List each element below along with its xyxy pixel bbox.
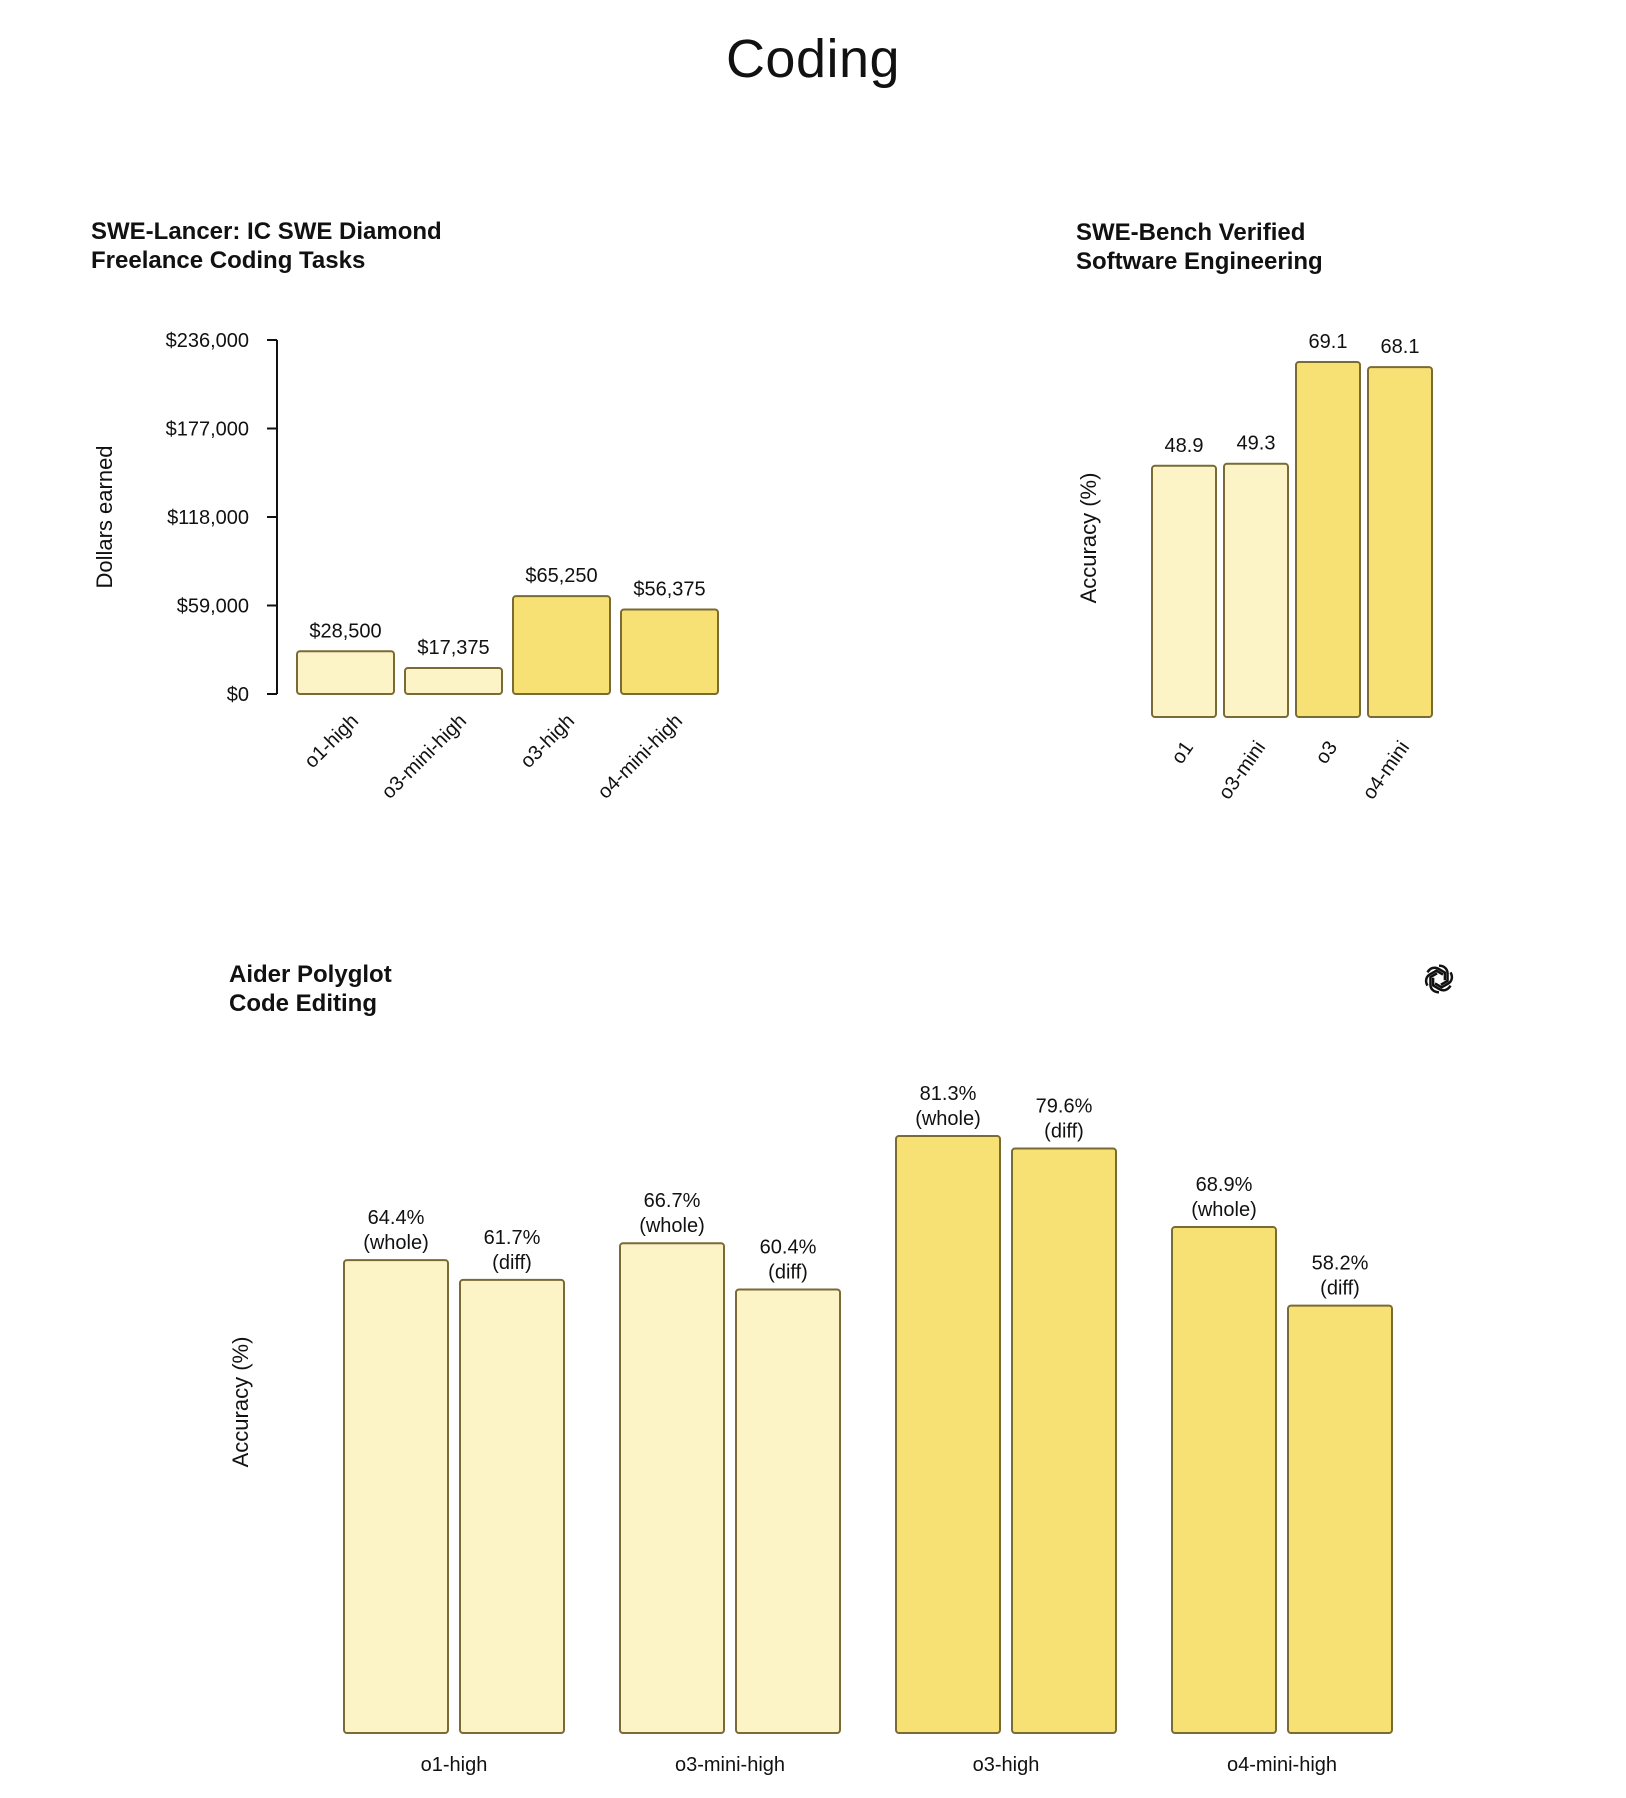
- swe-lancer-value-label: $65,250: [525, 565, 597, 587]
- swe-lancer-category-label: o4-mini-high: [594, 710, 687, 803]
- swe-lancer-value-label: $56,375: [633, 578, 705, 600]
- aider-category-label: o1-high: [421, 1754, 488, 1776]
- swe-lancer-y-tick-label: $118,000: [167, 507, 249, 529]
- page-title: Coding: [725, 29, 901, 89]
- aider-bar-whole: [895, 1135, 1001, 1734]
- aider-value-suffix: (whole): [1191, 1199, 1257, 1221]
- aider-bar-whole: [1171, 1226, 1277, 1734]
- aider-value-suffix: (diff): [1320, 1278, 1360, 1300]
- openai-logo-icon: [1421, 963, 1457, 995]
- aider-bar-diff: [459, 1278, 565, 1734]
- aider-bar-whole: [619, 1242, 725, 1734]
- swe-bench-value-label: 69.1: [1309, 331, 1348, 353]
- swe-bench-y-axis-title: Accuracy (%): [1076, 473, 1101, 604]
- swe-lancer-title-line-1: SWE-Lancer: IC SWE Diamond: [91, 218, 442, 245]
- aider-value-suffix: (diff): [1044, 1120, 1084, 1142]
- swe-lancer-category-label: o3-mini-high: [378, 710, 471, 803]
- swe-bench-category-label: o4-mini: [1358, 737, 1414, 803]
- swe-bench-title: SWE-Bench Verified Software Engineering: [1076, 218, 1323, 276]
- aider-y-axis-title: Accuracy (%): [228, 1337, 253, 1468]
- aider-category-label: o3-mini-high: [675, 1754, 785, 1776]
- aider-value-suffix: (whole): [363, 1232, 429, 1254]
- swe-lancer-title: SWE-Lancer: IC SWE Diamond Freelance Cod…: [91, 217, 442, 275]
- aider-bar-diff: [1287, 1304, 1393, 1734]
- aider-bar-whole: [343, 1259, 449, 1734]
- aider-title-line-1: Aider Polyglot: [229, 961, 392, 988]
- swe-lancer-category-label: o1-high: [300, 710, 363, 773]
- aider-value-label: 68.9%: [1196, 1174, 1253, 1196]
- aider-value-suffix: (whole): [915, 1108, 981, 1130]
- swe-lancer-y-tick-label: $0: [227, 684, 249, 706]
- swe-bench-value-label: 48.9: [1165, 435, 1204, 457]
- swe-lancer-title-line-2: Freelance Coding Tasks: [91, 247, 366, 274]
- swe-bench-value-label: 49.3: [1237, 433, 1276, 455]
- aider-value-suffix: (diff): [768, 1261, 808, 1283]
- aider-value-label: 66.7%: [644, 1190, 701, 1212]
- swe-lancer-value-label: $17,375: [417, 637, 489, 659]
- swe-lancer-y-axis-title: Dollars earned: [92, 445, 117, 588]
- aider-value-label: 64.4%: [368, 1207, 425, 1229]
- swe-lancer-bar: [296, 650, 395, 695]
- swe-bench-title-line-1: SWE-Bench Verified: [1076, 219, 1306, 246]
- aider-title: Aider Polyglot Code Editing: [229, 960, 392, 1018]
- swe-lancer-bar: [512, 595, 611, 695]
- swe-lancer-bar: [620, 608, 719, 695]
- swe-bench-category-label: o3-mini: [1214, 737, 1270, 803]
- swe-bench-bar: [1151, 464, 1217, 718]
- swe-bench-category-label: o1: [1167, 737, 1198, 768]
- swe-lancer-bar: [404, 666, 503, 695]
- aider-category-label: o3-high: [973, 1754, 1040, 1776]
- swe-bench-title-line-2: Software Engineering: [1076, 248, 1323, 275]
- aider-value-label: 60.4%: [760, 1236, 817, 1258]
- swe-bench-bar: [1367, 366, 1433, 718]
- aider-bar-diff: [1011, 1147, 1117, 1734]
- aider-value-suffix: (whole): [639, 1215, 705, 1237]
- aider-value-label: 58.2%: [1312, 1253, 1369, 1275]
- aider-value-suffix: (diff): [492, 1252, 532, 1274]
- swe-bench-category-label: o3: [1311, 737, 1342, 768]
- swe-lancer-y-tick-label: $59,000: [177, 596, 249, 618]
- aider-bar-diff: [735, 1288, 841, 1734]
- swe-bench-value-label: 68.1: [1381, 336, 1420, 358]
- swe-lancer-y-tick-label: $177,000: [166, 419, 249, 441]
- aider-category-label: o4-mini-high: [1227, 1754, 1337, 1776]
- swe-lancer-y-tick-label: $236,000: [166, 330, 249, 352]
- aider-value-label: 81.3%: [920, 1083, 977, 1105]
- swe-bench-bar: [1295, 361, 1361, 718]
- aider-title-line-2: Code Editing: [229, 990, 377, 1017]
- swe-bench-bar: [1223, 462, 1289, 718]
- swe-lancer-value-label: $28,500: [309, 620, 381, 642]
- aider-value-label: 61.7%: [484, 1227, 541, 1249]
- swe-lancer-category-label: o3-high: [516, 710, 579, 773]
- aider-value-label: 79.6%: [1036, 1095, 1093, 1117]
